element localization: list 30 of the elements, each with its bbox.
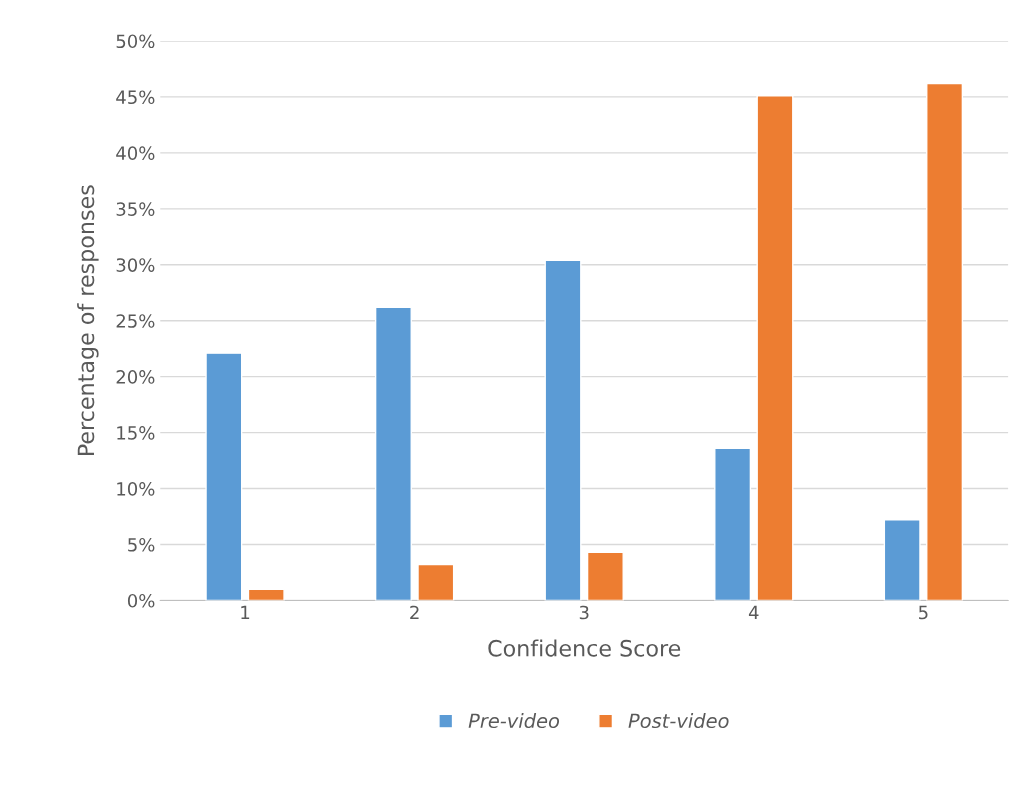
bar bbox=[586, 551, 624, 601]
x-tick-label: 4 bbox=[748, 605, 759, 620]
x-tick-label: 1 bbox=[241, 605, 250, 620]
bar bbox=[756, 95, 794, 601]
y-tick-label: 50% bbox=[116, 34, 155, 49]
bar bbox=[247, 588, 285, 601]
x-tick-label: 3 bbox=[579, 605, 589, 620]
bar bbox=[544, 259, 582, 601]
y-tick-label: 0% bbox=[127, 593, 155, 608]
y-axis-title: Percentage of responses bbox=[77, 185, 99, 456]
bar bbox=[926, 82, 964, 601]
bar bbox=[883, 519, 921, 601]
y-tick-label: 20% bbox=[116, 370, 155, 384]
legend-label: Pre-video bbox=[468, 713, 560, 729]
y-tick-label: 5% bbox=[128, 537, 155, 552]
y-tick-label: 10% bbox=[117, 482, 155, 496]
x-axis-title: Confidence Score bbox=[488, 639, 681, 657]
y-tick-label: 40% bbox=[116, 146, 155, 160]
x-tick-label: 5 bbox=[919, 605, 928, 620]
y-tick-label: 45% bbox=[116, 90, 155, 105]
bar bbox=[374, 306, 412, 601]
x-tick-label: 2 bbox=[410, 605, 419, 620]
y-tick-label: 35% bbox=[116, 202, 155, 216]
y-tick-label: 15% bbox=[117, 426, 155, 440]
bar bbox=[714, 447, 752, 601]
legend-label: Post-video bbox=[628, 713, 729, 729]
y-tick-label: 30% bbox=[116, 258, 155, 272]
bar bbox=[417, 563, 455, 601]
bar bbox=[205, 352, 243, 601]
y-tick-label: 25% bbox=[116, 314, 155, 328]
